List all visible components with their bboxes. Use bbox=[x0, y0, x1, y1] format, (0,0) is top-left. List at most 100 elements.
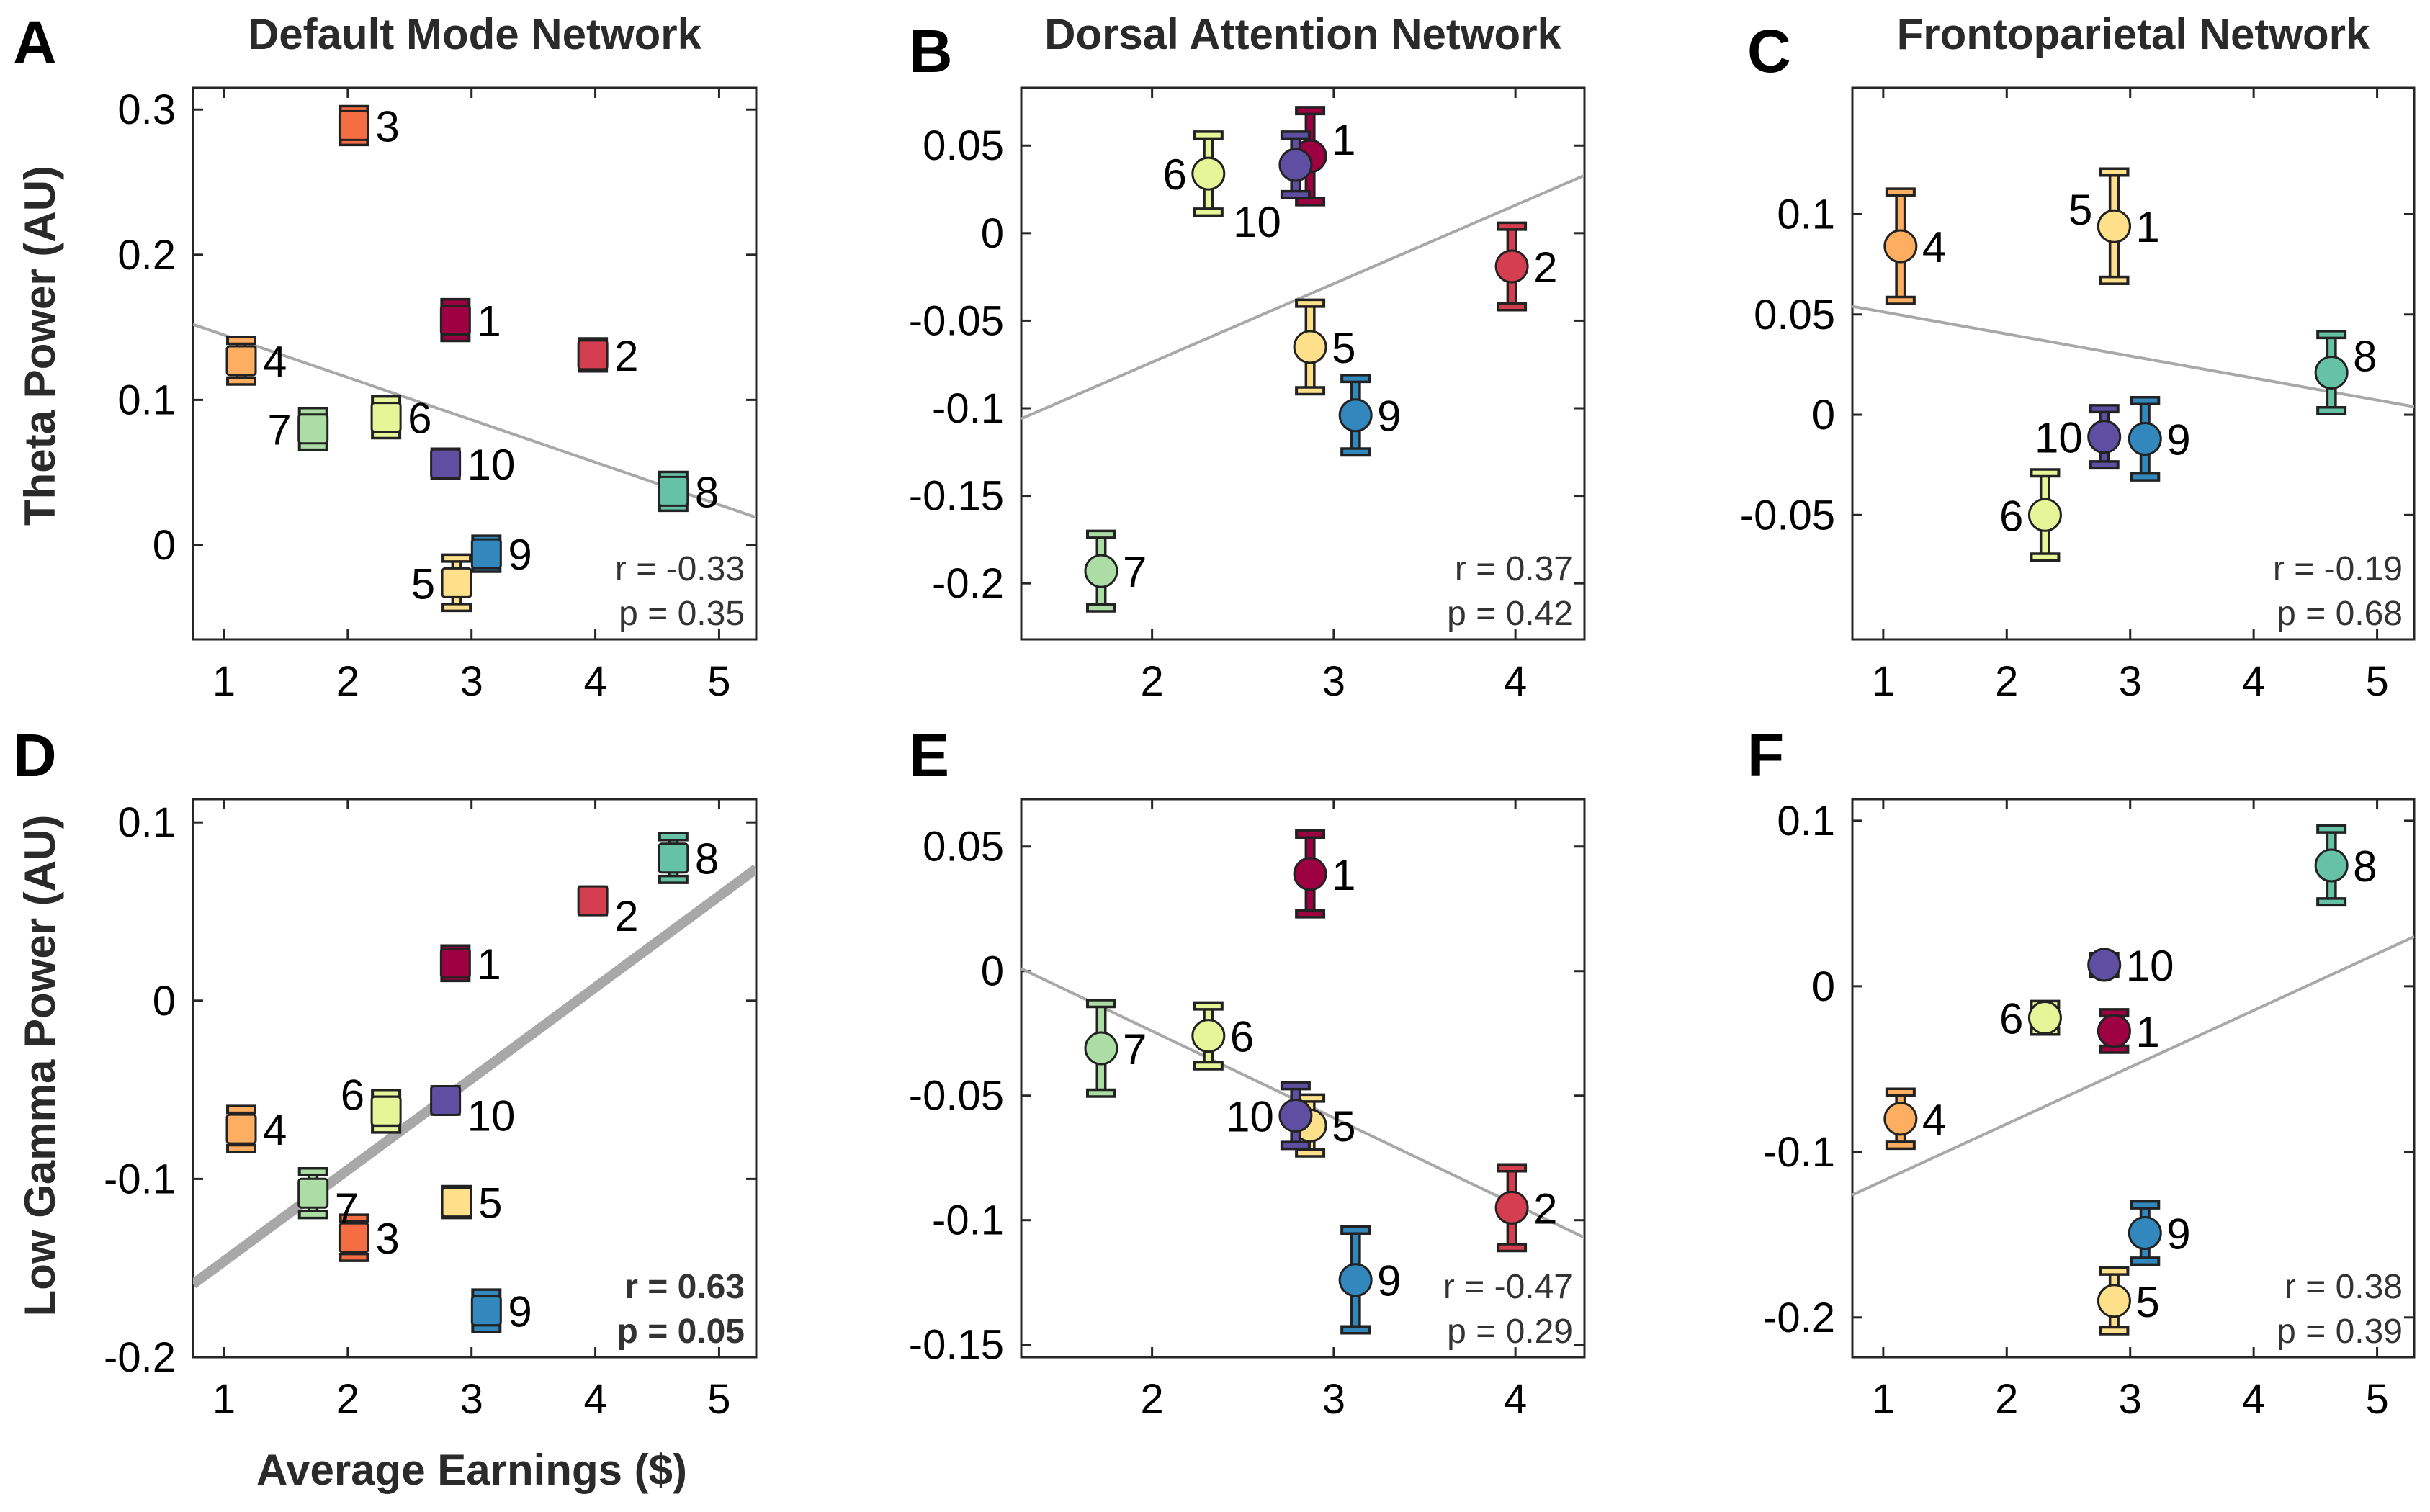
panel-letter: E bbox=[909, 721, 949, 789]
y-tick-label: -0.05 bbox=[1740, 492, 1835, 539]
p-value: p = 0.05 bbox=[617, 1313, 745, 1351]
data-point-5: 5 bbox=[441, 1179, 502, 1228]
point-marker bbox=[1084, 554, 1118, 588]
p-value: p = 0.29 bbox=[1447, 1313, 1573, 1351]
point-label: 1 bbox=[477, 940, 501, 989]
panel-letter: A bbox=[13, 9, 57, 76]
y-tick-label: 0 bbox=[1812, 392, 1835, 438]
data-point-2: 2 bbox=[577, 332, 639, 380]
point-marker bbox=[1293, 330, 1327, 364]
x-tick-label: 5 bbox=[707, 1376, 730, 1423]
data-point-10: 10 bbox=[1233, 130, 1313, 246]
point-label: 6 bbox=[408, 395, 431, 443]
data-point-5: 5 bbox=[1293, 298, 1355, 396]
y-tick-label: 0.1 bbox=[117, 377, 176, 423]
y-tick-label: 0.05 bbox=[923, 824, 1004, 870]
regression-line bbox=[1852, 935, 2414, 1197]
point-label: 9 bbox=[1377, 392, 1401, 441]
point-label: 10 bbox=[1226, 1092, 1274, 1140]
chart-panel-d: D 1 2 3 4 5 0.1 0 -0.1 -0.2 1 2 3 4 5 6 7 8 9 10 r = 0.63 p =… bbox=[13, 721, 758, 1423]
data-point-6: 6 bbox=[1999, 468, 2062, 562]
chart-panel-f: F 1 2 3 4 5 0.1 0 -0.1 -0.2 1 4 5 6 8 9 10 r = 0.38 p = 0.… bbox=[1747, 721, 2416, 1423]
point-label: 10 bbox=[1233, 198, 1281, 246]
y-tick-label: 0 bbox=[153, 978, 176, 1025]
point-label: 6 bbox=[1999, 995, 2023, 1043]
point-marker bbox=[1883, 1102, 1918, 1136]
point-marker bbox=[1191, 156, 1226, 191]
point-marker bbox=[1293, 857, 1327, 891]
point-marker bbox=[577, 339, 609, 371]
point-marker bbox=[1084, 1031, 1118, 1066]
point-label: 6 bbox=[341, 1071, 364, 1119]
point-marker bbox=[2314, 356, 2349, 390]
y-tick-label: 0.05 bbox=[1754, 292, 1835, 338]
r-value: r = -0.47 bbox=[1443, 1268, 1573, 1306]
point-label: 9 bbox=[508, 1288, 532, 1336]
x-tick-label: 4 bbox=[2242, 1376, 2265, 1423]
point-marker bbox=[297, 413, 329, 445]
data-point-7: 7 bbox=[1084, 999, 1147, 1098]
p-value: p = 0.35 bbox=[619, 595, 745, 633]
point-marker bbox=[2314, 848, 2349, 883]
y-tick-label: -0.15 bbox=[909, 473, 1004, 520]
data-point-2: 2 bbox=[577, 885, 639, 940]
data-point-7: 7 bbox=[297, 1166, 359, 1233]
point-marker bbox=[1883, 229, 1918, 264]
point-label: 10 bbox=[467, 441, 516, 489]
y-tick-label: -0.2 bbox=[932, 560, 1004, 607]
x-tick-label: 3 bbox=[460, 658, 483, 705]
point-label: 4 bbox=[1922, 223, 1946, 271]
data-point-10: 10 bbox=[2035, 404, 2122, 470]
point-marker bbox=[2087, 948, 2122, 982]
point-label: 5 bbox=[1332, 324, 1355, 372]
data-point-8: 8 bbox=[658, 832, 719, 884]
data-point-1: 1 bbox=[1293, 829, 1355, 919]
x-tick-label: 4 bbox=[2242, 658, 2265, 705]
r-value: r = 0.63 bbox=[624, 1268, 745, 1306]
data-point-5: 5 bbox=[2068, 167, 2131, 285]
x-tick-label: 1 bbox=[1872, 658, 1895, 705]
x-tick-label: 1 bbox=[212, 658, 236, 705]
y-tick-label: -0.1 bbox=[932, 1197, 1004, 1244]
point-marker bbox=[1494, 1190, 1529, 1225]
data-point-8: 8 bbox=[658, 468, 719, 516]
data-point-7: 7 bbox=[1084, 529, 1147, 613]
point-label: 6 bbox=[1162, 150, 1186, 199]
point-marker bbox=[658, 475, 689, 507]
point-label: 1 bbox=[2135, 1008, 2159, 1056]
plot-frame bbox=[1851, 798, 2416, 1359]
data-point-4: 4 bbox=[1883, 187, 1946, 305]
point-marker bbox=[225, 345, 257, 377]
point-label: 7 bbox=[335, 1184, 359, 1233]
point-marker bbox=[2128, 1216, 2162, 1251]
plot-frame bbox=[1020, 86, 1586, 641]
plot-frame bbox=[1851, 86, 2416, 641]
data-point-10: 10 bbox=[430, 1084, 515, 1140]
y-tick-label: -0.2 bbox=[104, 1334, 176, 1381]
point-marker bbox=[1278, 148, 1313, 182]
plot-frame bbox=[192, 798, 758, 1359]
x-tick-label: 1 bbox=[1872, 1376, 1895, 1423]
y-tick-label: -0.1 bbox=[932, 385, 1004, 432]
point-label: 10 bbox=[2035, 414, 2083, 462]
point-marker bbox=[338, 109, 369, 141]
data-point-6: 6 bbox=[1999, 995, 2062, 1043]
x-tick-label: 3 bbox=[460, 1376, 483, 1423]
x-tick-label: 5 bbox=[2365, 1376, 2388, 1423]
x-tick-label: 4 bbox=[583, 658, 606, 705]
point-label: 8 bbox=[695, 835, 719, 883]
data-point-2: 2 bbox=[1494, 221, 1557, 312]
chart-panel-a: A Default Mode Network 1 2 3 4 5 0 0.1 0.2 0.3 1 2 3 4… bbox=[13, 9, 758, 705]
x-tick-label: 5 bbox=[707, 658, 730, 705]
data-point-4: 4 bbox=[225, 336, 287, 386]
data-point-6: 6 bbox=[1162, 130, 1226, 217]
x-tick-label: 5 bbox=[2365, 658, 2388, 705]
point-label: 4 bbox=[263, 1106, 287, 1154]
point-marker bbox=[441, 567, 472, 598]
data-point-4: 4 bbox=[225, 1104, 287, 1154]
data-point-1: 1 bbox=[439, 297, 501, 346]
point-label: 4 bbox=[1922, 1096, 1946, 1144]
data-point-10: 10 bbox=[430, 441, 516, 489]
point-marker bbox=[2097, 209, 2131, 243]
r-value: r = -0.33 bbox=[615, 550, 745, 588]
